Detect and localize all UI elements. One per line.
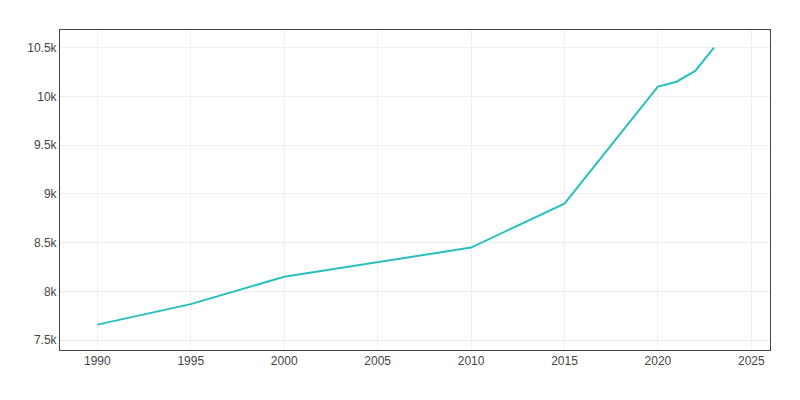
svg-text:8.5k: 8.5k (34, 236, 58, 250)
svg-text:9k: 9k (44, 187, 58, 201)
svg-text:10.5k: 10.5k (27, 41, 57, 55)
svg-text:2025: 2025 (738, 354, 765, 368)
svg-text:1995: 1995 (177, 354, 204, 368)
svg-text:2005: 2005 (364, 354, 391, 368)
svg-text:9.5k: 9.5k (34, 138, 58, 152)
svg-text:1990: 1990 (84, 354, 111, 368)
svg-text:2010: 2010 (458, 354, 485, 368)
svg-text:10k: 10k (37, 90, 57, 104)
svg-text:2015: 2015 (551, 354, 578, 368)
svg-text:2020: 2020 (645, 354, 672, 368)
svg-text:7.5k: 7.5k (34, 333, 58, 347)
svg-text:8k: 8k (44, 285, 58, 299)
svg-text:2000: 2000 (271, 354, 298, 368)
